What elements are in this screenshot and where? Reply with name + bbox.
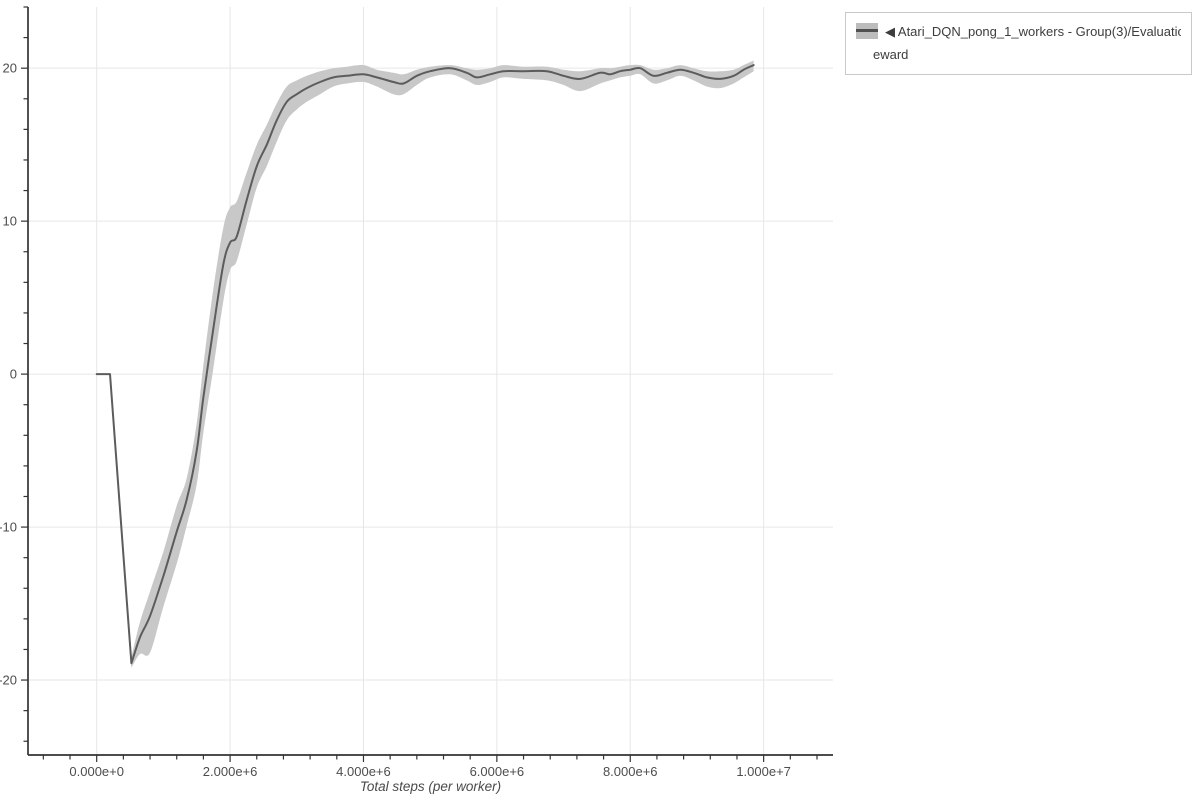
legend-line-swatch-icon [856,29,878,32]
axes [21,6,833,762]
y-tick-label: 20 [3,61,17,76]
legend[interactable]: ◀ Atari_DQN_pong_1_workers - Group(3)/Ev… [845,12,1192,75]
y-tick-label: -10 [0,520,17,535]
legend-line-1: ◀ Atari_DQN_pong_1_workers - Group(3)/Ev… [856,20,1181,43]
y-tick-label: 0 [10,367,17,382]
legend-label-wrap: eward [873,47,909,62]
x-axis-title: Total steps (per worker) [359,779,502,794]
x-tick-label: 2.000e+6 [203,764,258,779]
legend-label: ◀ Atari_DQN_pong_1_workers - Group(3)/Ev… [885,24,1181,39]
tick-labels: -20 -10 0 10 20 0.000e+0 2.000e+6 4.000e+6 6.000… [0,61,791,779]
gridlines [28,7,833,755]
y-tick-label: -20 [0,673,17,688]
x-tick-label: 4.000e+6 [336,764,391,779]
plot-area[interactable] [28,7,833,755]
x-tick-label: 1.000e+7 [736,764,791,779]
x-tick-label: 6.000e+6 [470,764,525,779]
y-tick-label: 10 [3,214,17,229]
series-line[interactable] [95,64,755,665]
series-band[interactable] [96,60,754,668]
x-tick-label: 0.000e+0 [69,764,124,779]
x-tick-label: 8.000e+6 [603,764,658,779]
legend-band-swatch-icon [856,23,878,39]
